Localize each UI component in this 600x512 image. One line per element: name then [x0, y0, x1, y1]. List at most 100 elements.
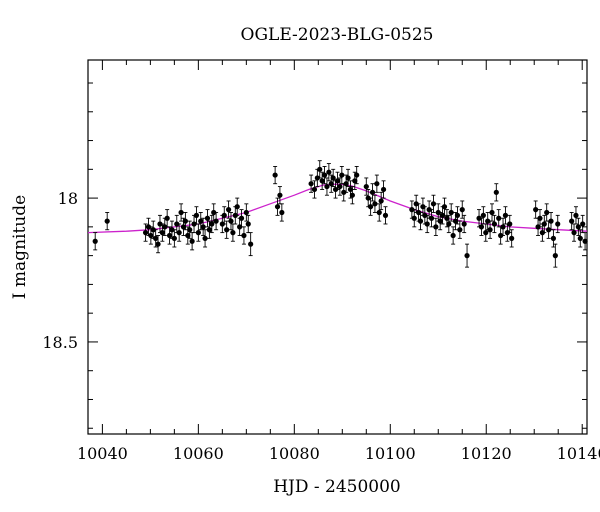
- point-marker: [582, 238, 588, 244]
- point-marker: [200, 224, 206, 230]
- point-marker: [277, 192, 283, 198]
- point-marker: [354, 172, 360, 178]
- point-marker: [202, 235, 208, 241]
- data-point: [548, 212, 554, 231]
- point-marker: [225, 207, 232, 213]
- x-axis-label: HJD - 2450000: [273, 477, 401, 497]
- data-point: [274, 197, 281, 216]
- data-point: [279, 203, 285, 222]
- data-point: [374, 174, 380, 193]
- data-point: [354, 165, 360, 185]
- data-point: [433, 217, 439, 236]
- data-point: [155, 235, 161, 254]
- point-marker: [176, 230, 182, 236]
- point-marker: [169, 227, 175, 233]
- data-point: [330, 168, 336, 188]
- data-point: [430, 194, 437, 213]
- data-point: [308, 174, 314, 193]
- data-point: [228, 212, 234, 231]
- point-marker: [248, 241, 254, 247]
- data-point: [378, 191, 384, 211]
- y-axis-label: I magnitude: [10, 195, 30, 299]
- point-marker: [433, 224, 439, 230]
- point-marker: [376, 209, 382, 216]
- point-marker: [148, 232, 154, 239]
- data-point: [446, 214, 452, 234]
- x-tick-label: 10120: [461, 444, 512, 463]
- point-marker: [324, 183, 330, 190]
- data-point: [376, 203, 382, 222]
- point-marker: [347, 186, 354, 193]
- point-marker: [496, 215, 502, 221]
- point-marker: [174, 221, 180, 227]
- data-point: [319, 171, 325, 190]
- data-point: [464, 243, 470, 268]
- data-point: [176, 223, 182, 242]
- point-marker: [437, 218, 443, 224]
- point-marker: [498, 232, 504, 239]
- plot-frame: [87, 59, 588, 435]
- point-marker: [363, 183, 369, 190]
- point-marker: [328, 181, 334, 187]
- data-point: [483, 223, 489, 242]
- point-marker: [369, 189, 376, 195]
- data-points-group: [92, 160, 588, 268]
- data-point: [221, 206, 227, 225]
- point-marker: [189, 238, 195, 244]
- y-tick-label: 18: [58, 189, 78, 208]
- point-marker: [509, 235, 515, 241]
- data-point: [575, 217, 581, 236]
- x-tick-label: 10100: [365, 444, 416, 463]
- point-marker: [457, 227, 463, 233]
- point-marker: [159, 230, 165, 236]
- point-marker: [92, 238, 98, 244]
- point-marker: [337, 183, 343, 190]
- point-marker: [571, 230, 577, 236]
- data-point: [213, 212, 219, 231]
- point-marker: [162, 224, 168, 230]
- point-marker: [464, 253, 470, 259]
- data-point: [582, 232, 588, 251]
- point-marker: [428, 215, 435, 221]
- data-point: [444, 209, 450, 228]
- point-marker: [450, 232, 456, 239]
- point-marker: [368, 204, 374, 210]
- data-point: [569, 212, 575, 231]
- point-marker: [166, 232, 173, 239]
- point-marker: [374, 181, 380, 187]
- point-marker: [413, 201, 419, 207]
- point-marker: [274, 204, 281, 210]
- point-marker: [178, 209, 184, 216]
- point-marker: [550, 235, 557, 241]
- data-point: [200, 217, 206, 236]
- data-point: [500, 217, 506, 236]
- data-point: [489, 203, 495, 222]
- point-marker: [314, 175, 320, 181]
- point-marker: [573, 212, 579, 218]
- point-marker: [478, 224, 485, 230]
- point-marker: [533, 207, 539, 213]
- point-marker: [349, 192, 355, 198]
- point-marker: [544, 209, 550, 216]
- data-point: [372, 194, 378, 213]
- data-point: [537, 209, 543, 228]
- data-point: [450, 226, 456, 245]
- point-marker: [493, 189, 499, 195]
- point-marker: [480, 212, 486, 218]
- point-marker: [343, 181, 349, 187]
- data-point: [363, 177, 369, 196]
- data-point: [544, 203, 550, 222]
- point-marker: [483, 230, 489, 236]
- data-point: [195, 223, 201, 242]
- point-marker: [157, 221, 163, 227]
- point-marker: [461, 221, 467, 227]
- data-point: [461, 214, 467, 234]
- point-marker: [185, 232, 191, 239]
- data-point: [555, 214, 561, 234]
- point-marker: [241, 232, 247, 239]
- data-point: [311, 180, 318, 199]
- point-marker: [546, 227, 552, 233]
- point-marker: [221, 212, 227, 218]
- point-marker: [580, 221, 586, 227]
- point-marker: [365, 195, 371, 201]
